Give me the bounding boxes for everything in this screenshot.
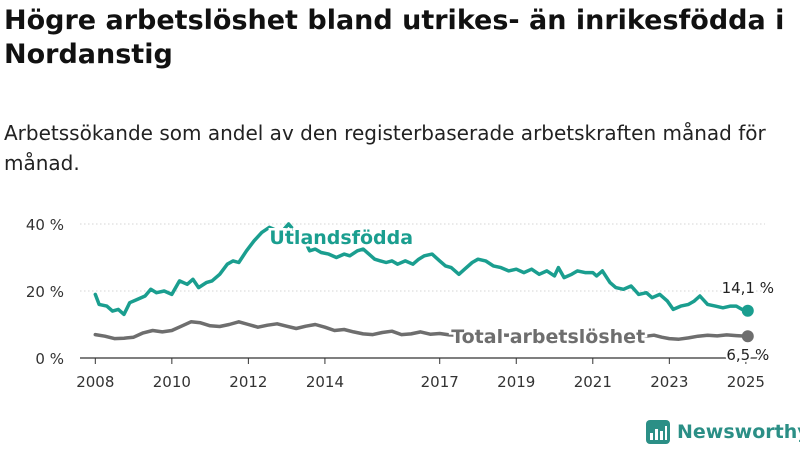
series-line-utlandsfodda bbox=[93, 222, 750, 317]
x-tick-label: 2010 bbox=[153, 373, 191, 391]
y-tick-label: 0 % bbox=[35, 350, 64, 368]
series-line-total bbox=[93, 320, 750, 341]
series-end-label: 14,1 % bbox=[722, 279, 774, 297]
brand-logo: Newsworthy bbox=[645, 418, 800, 446]
series-end-label: 6,5 % bbox=[726, 346, 769, 364]
brand-name: Newsworthy bbox=[677, 421, 800, 443]
x-tick-label: 2012 bbox=[229, 373, 267, 391]
bar-chart-logo-icon bbox=[646, 420, 670, 444]
x-tick-label: 2025 bbox=[727, 373, 765, 391]
series-name-label: Total arbetslöshet bbox=[451, 326, 645, 348]
x-tick-label: 2023 bbox=[650, 373, 688, 391]
x-tick-label: 2021 bbox=[574, 373, 612, 391]
x-tick-label: 2019 bbox=[497, 373, 535, 391]
y-tick-label: 20 % bbox=[26, 283, 64, 301]
x-tick-label: 2008 bbox=[76, 373, 114, 391]
series-name-label: Utlandsfödda bbox=[269, 227, 413, 249]
series-end-marker bbox=[741, 330, 754, 343]
x-tick-label: 2017 bbox=[421, 373, 459, 391]
series-end-marker bbox=[741, 304, 754, 317]
chart-title: Högre arbetslöshet bland utrikes- än inr… bbox=[4, 5, 785, 70]
y-tick-label: 40 % bbox=[26, 216, 64, 234]
chart-subtitle: Arbetssökande som andel av den registerb… bbox=[4, 121, 766, 175]
x-tick-label: 2014 bbox=[306, 373, 344, 391]
